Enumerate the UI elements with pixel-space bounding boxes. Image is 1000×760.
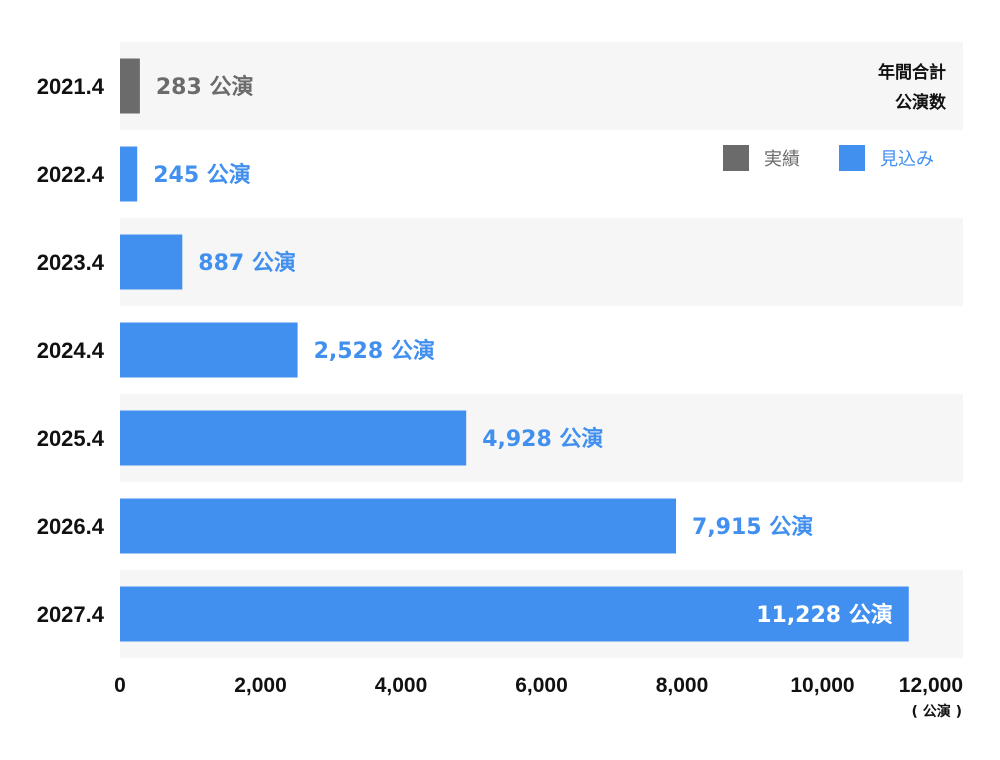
- bar-2022.4: [120, 146, 138, 202]
- value-label-2027.4: 11,228 公演: [756, 602, 893, 628]
- category-label-2027.4: 2027.4: [37, 602, 105, 627]
- x-tick-label-10000: 10,000: [790, 674, 854, 697]
- value-labels: 283 公演 245 公演 887 公演 2,528 公演 4,928 公演 7,915 …: [153, 74, 893, 628]
- category-label-2023.4: 2023.4: [37, 250, 105, 275]
- bar-2021.4: [120, 58, 140, 114]
- legend: 実績 見込み: [723, 145, 934, 171]
- x-tick-label-2000: 2,000: [234, 674, 287, 697]
- legend-swatch-forecast: [839, 145, 865, 171]
- category-label-2025.4: 2025.4: [37, 426, 105, 451]
- x-tick-label-0: 0: [114, 674, 126, 697]
- row-band-2: [120, 218, 963, 306]
- row-band-0: [120, 42, 963, 130]
- x-tick-label-12000: 12,000: [899, 674, 963, 697]
- x-tick-label-8000: 8,000: [656, 674, 709, 697]
- row-bands: [120, 42, 963, 658]
- value-label-2025.4: 4,928 公演: [482, 426, 603, 452]
- value-label-2024.4: 2,528 公演: [314, 338, 435, 364]
- legend-swatch-actual: [723, 145, 749, 171]
- legend-label-actual: 実績: [764, 149, 800, 170]
- category-label-2024.4: 2024.4: [37, 338, 105, 363]
- bar-2024.4: [120, 322, 298, 378]
- value-label-2022.4: 245 公演: [153, 162, 251, 188]
- x-tick-label-4000: 4,000: [375, 674, 428, 697]
- value-label-2023.4: 887 公演: [198, 250, 296, 276]
- value-label-2021.4: 283 公演: [156, 74, 254, 100]
- category-labels: 2021.4 2022.4 2023.4 2024.4 2025.4 2026.4 2027…: [37, 74, 105, 627]
- legend-label-forecast: 見込み: [880, 149, 934, 170]
- bar-2025.4: [120, 410, 467, 466]
- bars: [120, 58, 909, 642]
- x-axis-ticks: 0 2,000 4,000 6,000 8,000 10,000 12,000: [114, 674, 963, 697]
- x-tick-label-6000: 6,000: [515, 674, 568, 697]
- bar-2027.4: [120, 586, 909, 642]
- bar-2026.4: [120, 498, 677, 554]
- chart-title-line-2: 公演数: [895, 92, 947, 113]
- category-label-2021.4: 2021.4: [37, 74, 105, 99]
- category-label-2026.4: 2026.4: [37, 514, 105, 539]
- value-label-2026.4: 7,915 公演: [692, 514, 813, 540]
- chart-title-line-1: 年間合計: [878, 62, 946, 83]
- category-label-2022.4: 2022.4: [37, 162, 105, 187]
- x-axis-unit: ( 公演 ): [911, 703, 962, 720]
- chart-title: 年間合計 公演数: [878, 62, 947, 113]
- bar-2023.4: [120, 234, 183, 290]
